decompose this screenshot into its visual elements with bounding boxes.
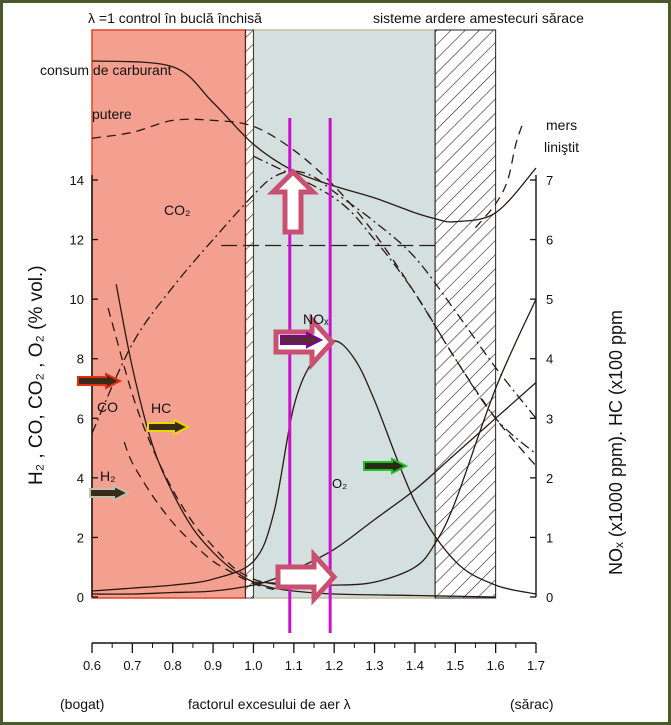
y-right-tick-label: 4 [546, 352, 553, 367]
series-line-consum-de-carburant [91, 60, 537, 223]
label-co2: CO₂ [164, 202, 190, 218]
y-right-tick-label: 1 [546, 530, 553, 545]
x-tick-label: 1.1 [285, 658, 303, 673]
x-axis-label: factorul excesului de aer λ [188, 696, 351, 712]
y-right-label: NOₓ (x1000 ppm). HC (x100 ppm [606, 310, 626, 575]
region-lambda-1 [252, 29, 436, 599]
header-right: sisteme ardere amestecuri sărace [373, 10, 584, 26]
annot-putere: putere [92, 106, 132, 122]
label-hc: HC [151, 400, 171, 416]
x-tick-label: 1.0 [244, 658, 262, 673]
arrow-o2 [363, 457, 409, 475]
x-tick-label: 1.2 [325, 658, 343, 673]
y-left-tick-label: 0 [77, 590, 84, 605]
x-tick-label: 1.3 [366, 658, 384, 673]
x-tick-label: 1.4 [406, 658, 424, 673]
x-tick-label: 0.7 [123, 658, 141, 673]
y-left-tick-label: 8 [77, 352, 84, 367]
y-left-tick-label: 2 [77, 530, 84, 545]
x-tick-label: 0.8 [164, 658, 182, 673]
arrow-right-o2 [275, 548, 338, 606]
series-line-co- [91, 170, 537, 434]
region-lambda1-strip [244, 29, 254, 599]
series-line-mers-lini-tit [474, 120, 525, 229]
y-left-tick-label: 6 [77, 411, 84, 426]
y-left-tick-label: 14 [70, 173, 84, 188]
annot-mers: mers [546, 117, 577, 133]
arrow-co [77, 372, 123, 390]
label-o2: O₂ [332, 476, 347, 491]
region-rich [91, 29, 247, 599]
y-right-tick-label: 3 [546, 411, 553, 426]
x-left-note: (bogat) [60, 696, 104, 712]
y-left-tick-label: 12 [70, 233, 84, 248]
y-right-tick-label: 2 [546, 471, 553, 486]
region-lean-hatched [434, 29, 497, 599]
x-tick-label: 1.7 [527, 658, 545, 673]
label-co: CO [97, 399, 118, 415]
x-tick-label: 1.5 [446, 658, 464, 673]
y-left-label: H₂ , CO, CO₂ , O₂ (% vol.) [26, 265, 47, 485]
x-tick-label: 0.9 [204, 658, 222, 673]
x-right-note: (sărac) [510, 696, 554, 712]
label-h2: H₂ [100, 468, 116, 484]
label-nox: NOₓ [303, 311, 329, 327]
series-line-putere-decline [253, 155, 537, 455]
series-line-h- [123, 441, 274, 591]
arrow-nox-inner [280, 331, 324, 349]
arrow-up-co2 [266, 168, 320, 235]
y-right-tick-label: 5 [546, 292, 553, 307]
header-left: λ =1 control în buclă închisă [88, 10, 262, 26]
x-tick-label: 1.6 [487, 658, 505, 673]
y-left-tick-label: 4 [77, 471, 84, 486]
y-right-tick-label: 6 [546, 233, 553, 248]
y-right-tick-label: 7 [546, 173, 553, 188]
series-line-hc [107, 307, 294, 586]
arrows [77, 168, 409, 606]
arrow-h2 [89, 484, 131, 502]
arrow-hc [147, 418, 191, 436]
x-tick-label: 0.6 [83, 658, 101, 673]
region-layer [91, 29, 497, 599]
annot-consum: consum de carburant [40, 62, 172, 78]
series-line-co [115, 284, 496, 598]
y-right-tick-label: 0 [546, 590, 553, 605]
annot-linistit: liniştit [544, 139, 579, 155]
y-left-tick-label: 10 [70, 292, 84, 307]
